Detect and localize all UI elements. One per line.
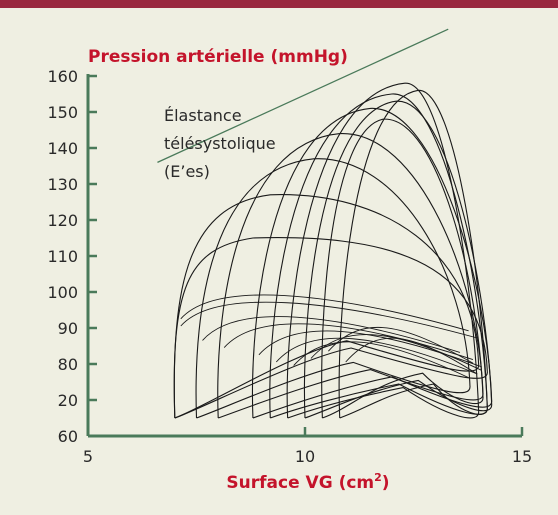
pv-loop-filling bbox=[310, 334, 482, 371]
pv-loop-filling bbox=[202, 316, 461, 353]
y-axis-title: Pression artérielle (mmHg) bbox=[88, 47, 348, 67]
pv-loop bbox=[286, 82, 480, 419]
pv-loop-filling bbox=[345, 337, 478, 375]
x-tick-label: 10 bbox=[295, 447, 315, 466]
x-axis-title: Surface VG (cm2) bbox=[226, 471, 389, 493]
pv-loop-filling bbox=[180, 301, 478, 339]
y-tick-label: 110 bbox=[47, 247, 78, 266]
y-tick-label: 100 bbox=[47, 283, 78, 302]
x-tick-label: 5 bbox=[83, 447, 93, 466]
y-tick-label: 80 bbox=[58, 355, 78, 374]
y-tick-label: 150 bbox=[47, 103, 78, 122]
pv-loop-filling bbox=[180, 294, 469, 332]
pv-loop-filling bbox=[275, 337, 478, 375]
pv-loop bbox=[269, 93, 488, 419]
pv-loop bbox=[303, 100, 493, 419]
top-accent-bar bbox=[0, 0, 558, 8]
pv-loop bbox=[195, 158, 471, 419]
pv-loop bbox=[173, 194, 480, 419]
elastance-line bbox=[157, 28, 449, 163]
x-tick-label: 15 bbox=[512, 447, 532, 466]
pv-loops bbox=[173, 82, 493, 419]
y-tick-label: 130 bbox=[47, 175, 78, 194]
y-tick-label: 60 bbox=[58, 427, 78, 446]
pv-loop bbox=[217, 133, 484, 419]
annotation-line-2: télésystolique bbox=[164, 134, 276, 153]
y-tick-label: 120 bbox=[47, 211, 78, 230]
y-tick-label: 140 bbox=[47, 139, 78, 158]
x-axis: 5 10 15 bbox=[83, 427, 532, 466]
pv-loop-filling bbox=[223, 323, 474, 361]
y-tick-label: 90 bbox=[58, 319, 78, 338]
y-tick-label: 160 bbox=[47, 67, 78, 86]
pv-loop bbox=[251, 107, 493, 419]
annotation-line-3: (E’es) bbox=[164, 162, 210, 181]
y-axis: 160 150 140 130 120 110 100 90 80 20 60 bbox=[47, 67, 97, 446]
pv-loop-filling bbox=[293, 341, 469, 379]
y-tick-label: 20 bbox=[58, 391, 78, 410]
pv-loop bbox=[321, 118, 484, 419]
pv-loop bbox=[338, 89, 488, 419]
pv-loop bbox=[173, 237, 488, 419]
annotation-line-1: Élastance bbox=[164, 106, 242, 125]
